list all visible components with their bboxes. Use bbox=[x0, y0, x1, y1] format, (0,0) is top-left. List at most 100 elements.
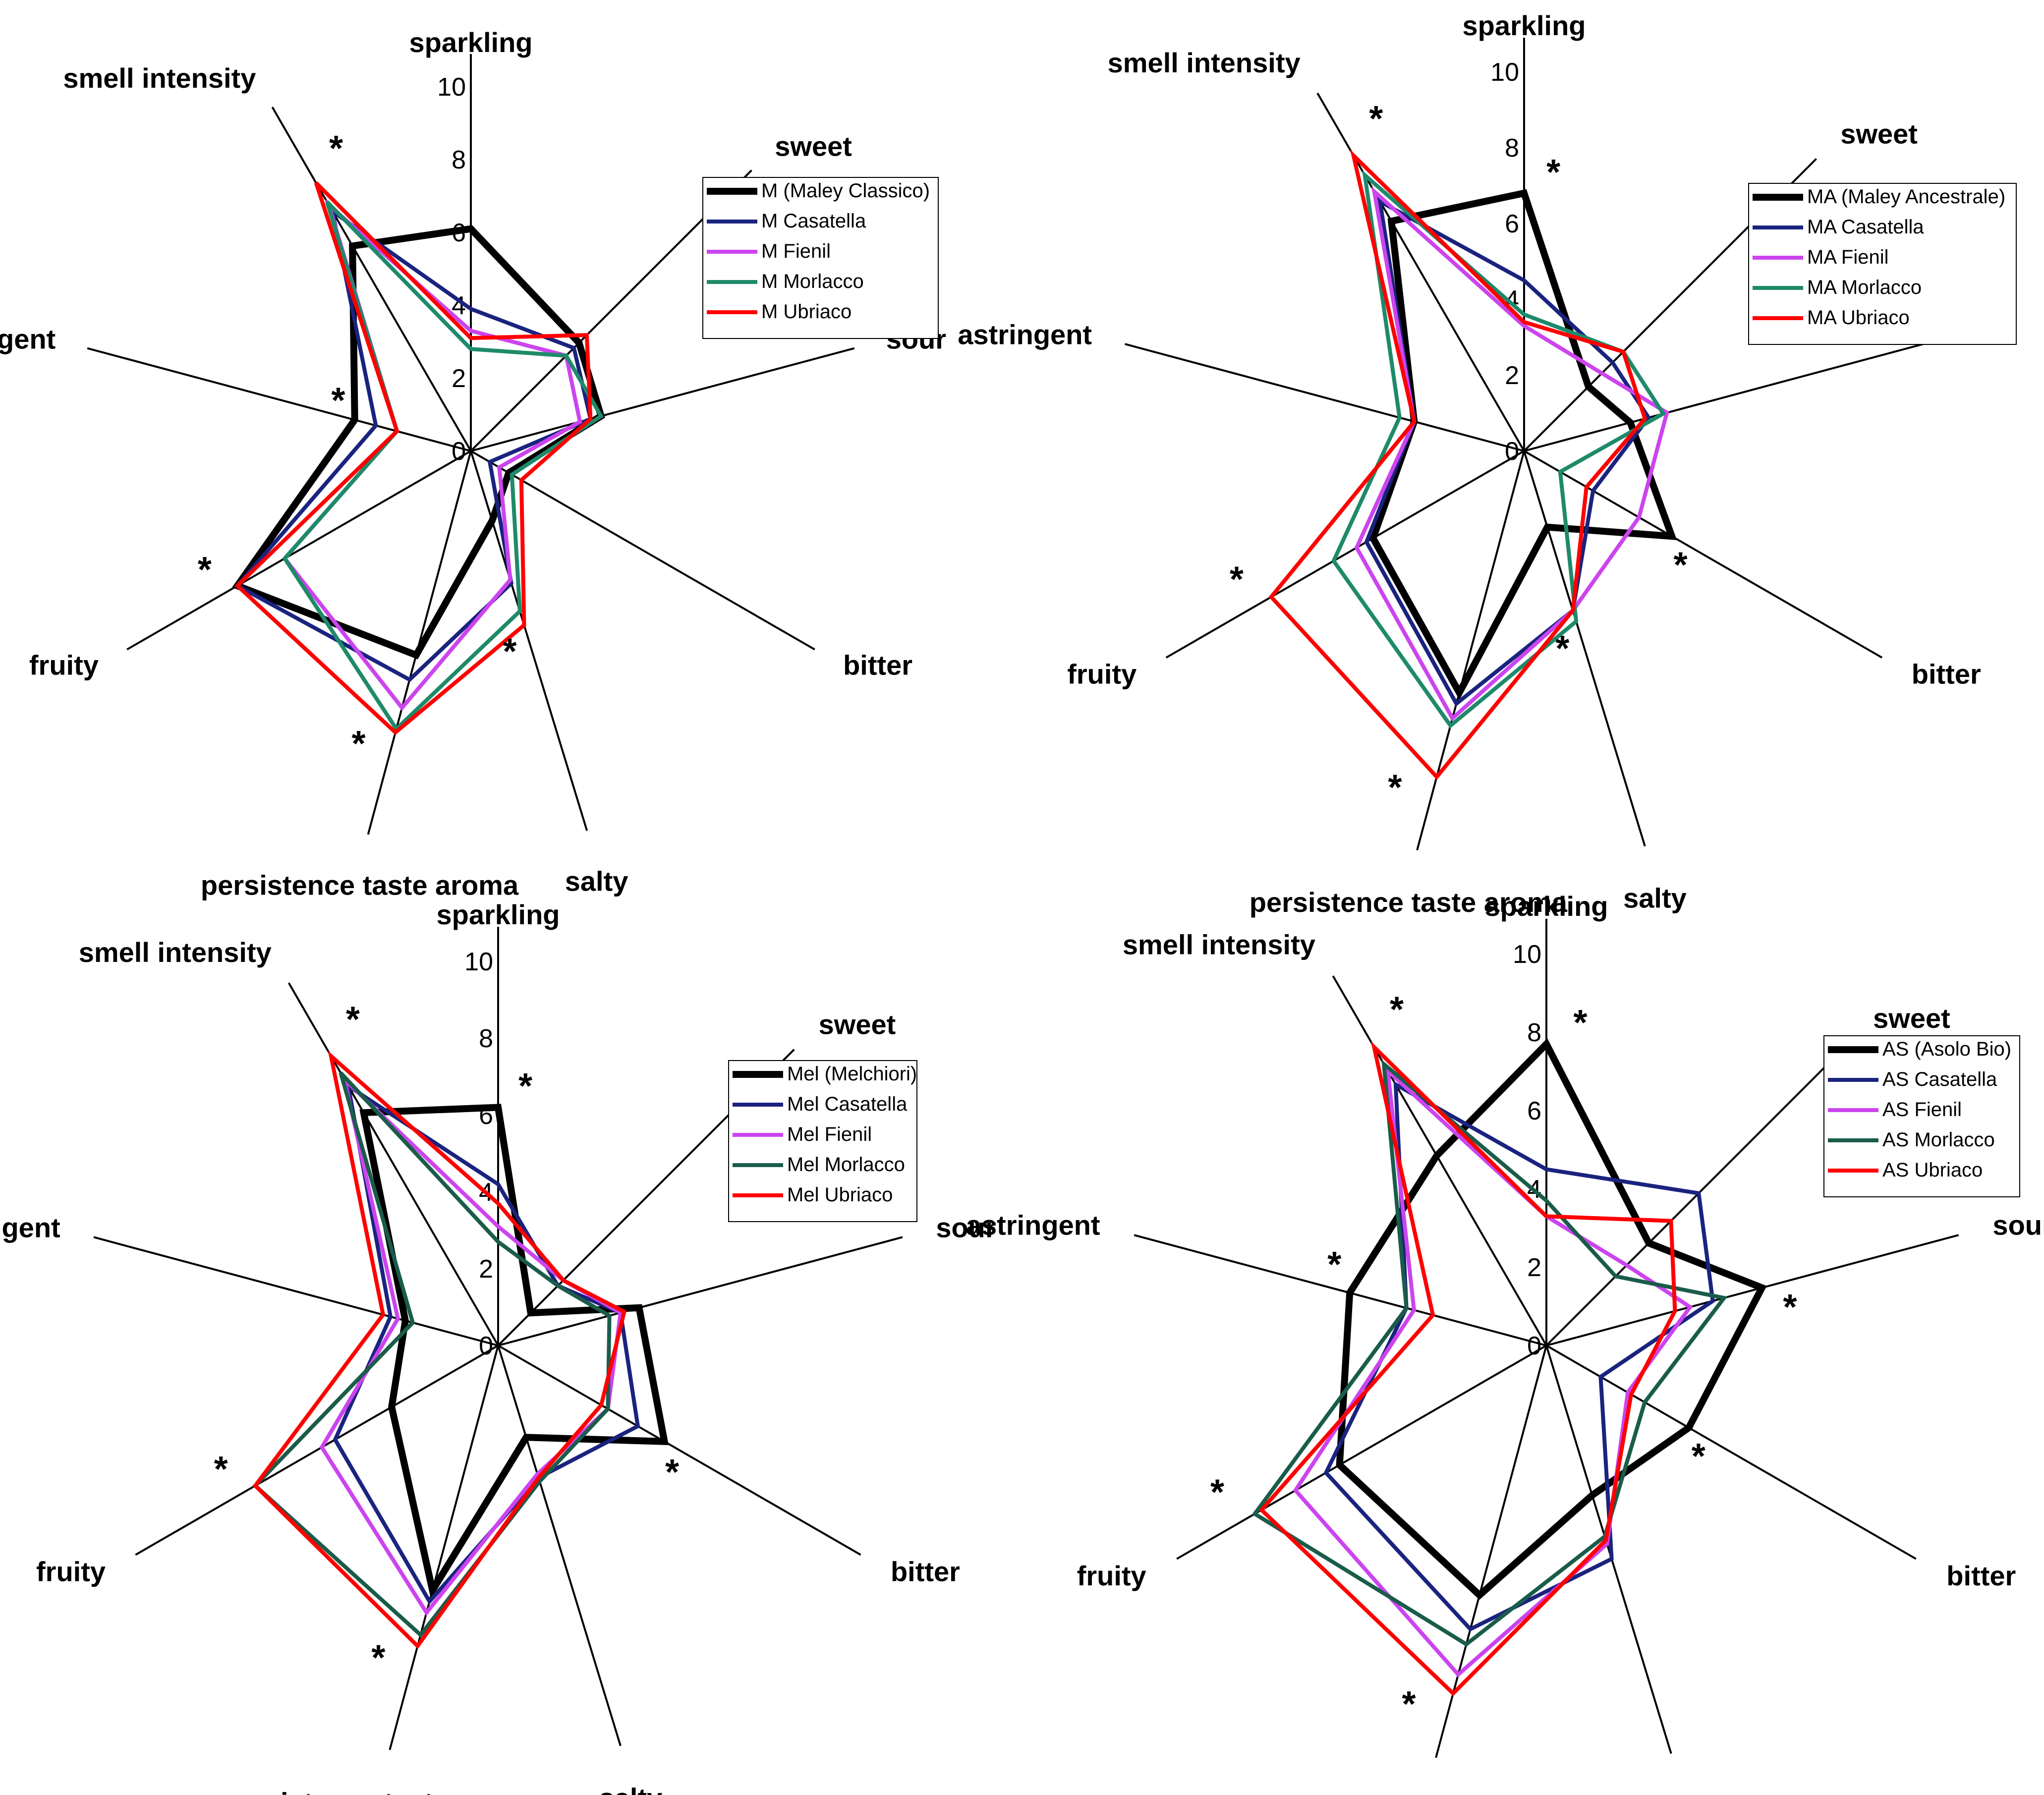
tick-label: 2 bbox=[1527, 1253, 1541, 1282]
legend-entry: AS Casatella bbox=[1882, 1068, 1997, 1090]
significance-marker: * bbox=[503, 632, 517, 672]
axis-label: astringent bbox=[0, 1212, 60, 1243]
axis-spoke bbox=[1545, 1345, 1917, 1560]
legend: M (Maley Classico) M Casatella M Fienil M M… bbox=[702, 177, 939, 339]
legend-box bbox=[1823, 1035, 2020, 1197]
tick-label: 8 bbox=[452, 146, 466, 174]
significance-marker: * bbox=[1210, 1473, 1224, 1513]
axis-label: sparkling bbox=[1463, 10, 1586, 41]
legend-entry: Mel Fienil bbox=[787, 1123, 872, 1145]
legend-entry: AS Morlacco bbox=[1882, 1129, 1995, 1151]
significance-marker: * bbox=[1692, 1437, 1705, 1476]
series-line bbox=[1258, 1041, 1677, 1696]
legend-entry: Mel Morlacco bbox=[787, 1154, 905, 1176]
tick-label: 10 bbox=[1490, 58, 1519, 87]
legend-entry: MA (Maley Ancestrale) bbox=[1807, 186, 2005, 208]
significance-marker: * bbox=[1574, 1003, 1588, 1043]
legend-entry: M (Maley Classico) bbox=[761, 180, 930, 202]
axis-label: smell intensity bbox=[79, 937, 272, 968]
series-line bbox=[1268, 149, 1647, 780]
axis-spoke bbox=[470, 450, 588, 831]
axis-label: sour bbox=[936, 1212, 996, 1243]
significance-marker: * bbox=[1388, 768, 1402, 807]
legend-entry: MA Morlacco bbox=[1807, 277, 1922, 298]
series-line bbox=[1354, 186, 1669, 722]
series-line bbox=[234, 181, 593, 735]
significance-marker: * bbox=[1230, 560, 1244, 599]
tick-label: 2 bbox=[479, 1255, 493, 1284]
tick-label: 8 bbox=[479, 1024, 493, 1053]
axis-spoke bbox=[389, 1345, 499, 1750]
axis-label: sparkling bbox=[1485, 891, 1608, 922]
axis-label: fruity bbox=[29, 650, 99, 681]
axis-spoke bbox=[135, 1345, 499, 1556]
significance-marker: * bbox=[346, 1000, 360, 1040]
axis-spoke bbox=[1416, 450, 1525, 850]
tick-label: 8 bbox=[1505, 134, 1519, 163]
tick-label: 0 bbox=[1527, 1332, 1541, 1360]
legend-entry: AS (Asolo Bio) bbox=[1882, 1038, 2011, 1060]
axis-label: sweet bbox=[1840, 118, 1918, 150]
axis-spoke bbox=[126, 450, 471, 651]
series-line bbox=[1251, 1059, 1728, 1647]
axis-label: persistence taste aroma bbox=[1249, 887, 1568, 918]
axis-spoke bbox=[1125, 343, 1525, 452]
axis-label: bitter bbox=[1946, 1560, 2016, 1591]
axis-spoke bbox=[497, 1345, 622, 1746]
axis-label: salty bbox=[565, 865, 628, 897]
series-line bbox=[252, 1071, 612, 1638]
axis-label: smell intensity bbox=[1123, 929, 1315, 960]
axis-label: sparkling bbox=[409, 27, 533, 58]
axis-label: bitter bbox=[1912, 658, 1981, 689]
legend-entry: M Fienil bbox=[761, 240, 831, 262]
axis-label: fruity bbox=[36, 1556, 106, 1587]
significance-marker: * bbox=[665, 1453, 679, 1492]
legend-entry: MA Fienil bbox=[1807, 246, 1889, 268]
axis-label: sweet bbox=[775, 131, 852, 162]
tick-label: 2 bbox=[452, 364, 466, 393]
axis-label: salty bbox=[599, 1783, 663, 1795]
significance-marker: * bbox=[1555, 629, 1569, 669]
legend-entry: MA Ubriaco bbox=[1807, 307, 1910, 329]
significance-marker: * bbox=[371, 1638, 385, 1678]
axis-label: fruity bbox=[1077, 1560, 1146, 1591]
significance-marker: * bbox=[351, 724, 365, 764]
legend-entry: M Ubriaco bbox=[761, 301, 852, 323]
tick-label: 0 bbox=[452, 437, 466, 466]
legend-entry: Mel Casatella bbox=[787, 1093, 908, 1115]
significance-marker: * bbox=[518, 1066, 532, 1106]
significance-marker: * bbox=[329, 129, 343, 168]
significance-marker: * bbox=[331, 381, 345, 420]
axis-spoke bbox=[93, 1236, 499, 1346]
series-line bbox=[359, 1104, 669, 1600]
axis-spoke bbox=[1134, 1234, 1547, 1346]
axis-label: sparkling bbox=[437, 899, 560, 930]
significance-marker: * bbox=[1369, 99, 1383, 139]
legend-entry: AS Fienil bbox=[1882, 1099, 1962, 1121]
axis-spoke bbox=[470, 347, 855, 452]
legend: Mel (Melchiori) Mel Casatella Mel Fienil Me… bbox=[728, 1060, 917, 1222]
tick-label: 10 bbox=[1513, 940, 1541, 969]
axis-spoke bbox=[1545, 1345, 1672, 1754]
tick-label: 6 bbox=[1505, 210, 1519, 238]
axis-label: persistence taste aroma bbox=[222, 1787, 540, 1795]
legend-entry: AS Ubriaco bbox=[1882, 1159, 1983, 1181]
axis-label: smell intensity bbox=[1108, 47, 1301, 78]
axis-label: sweet bbox=[1873, 1003, 1950, 1034]
axis-spoke bbox=[1523, 450, 1646, 846]
significance-marker: * bbox=[1674, 545, 1688, 585]
radar-chart-3: 0246810sparklingsweetsourbittersaltypers… bbox=[0, 899, 996, 1795]
axis-spoke bbox=[1176, 1345, 1547, 1560]
tick-label: 10 bbox=[464, 948, 493, 976]
axis-label: astringent bbox=[966, 1210, 1100, 1241]
axis-spoke bbox=[1332, 975, 1547, 1346]
series-line bbox=[282, 200, 604, 732]
radar-chart-2: 0246810sparklingsweetsourbittersaltypers… bbox=[958, 10, 2017, 918]
significance-marker: * bbox=[1783, 1288, 1797, 1327]
series-line bbox=[1331, 170, 1666, 729]
axis-label: astringent bbox=[958, 319, 1092, 350]
axis-spoke bbox=[470, 450, 815, 651]
legend-entry: Mel (Melchiori) bbox=[787, 1063, 917, 1085]
axis-spoke bbox=[1523, 450, 1883, 659]
